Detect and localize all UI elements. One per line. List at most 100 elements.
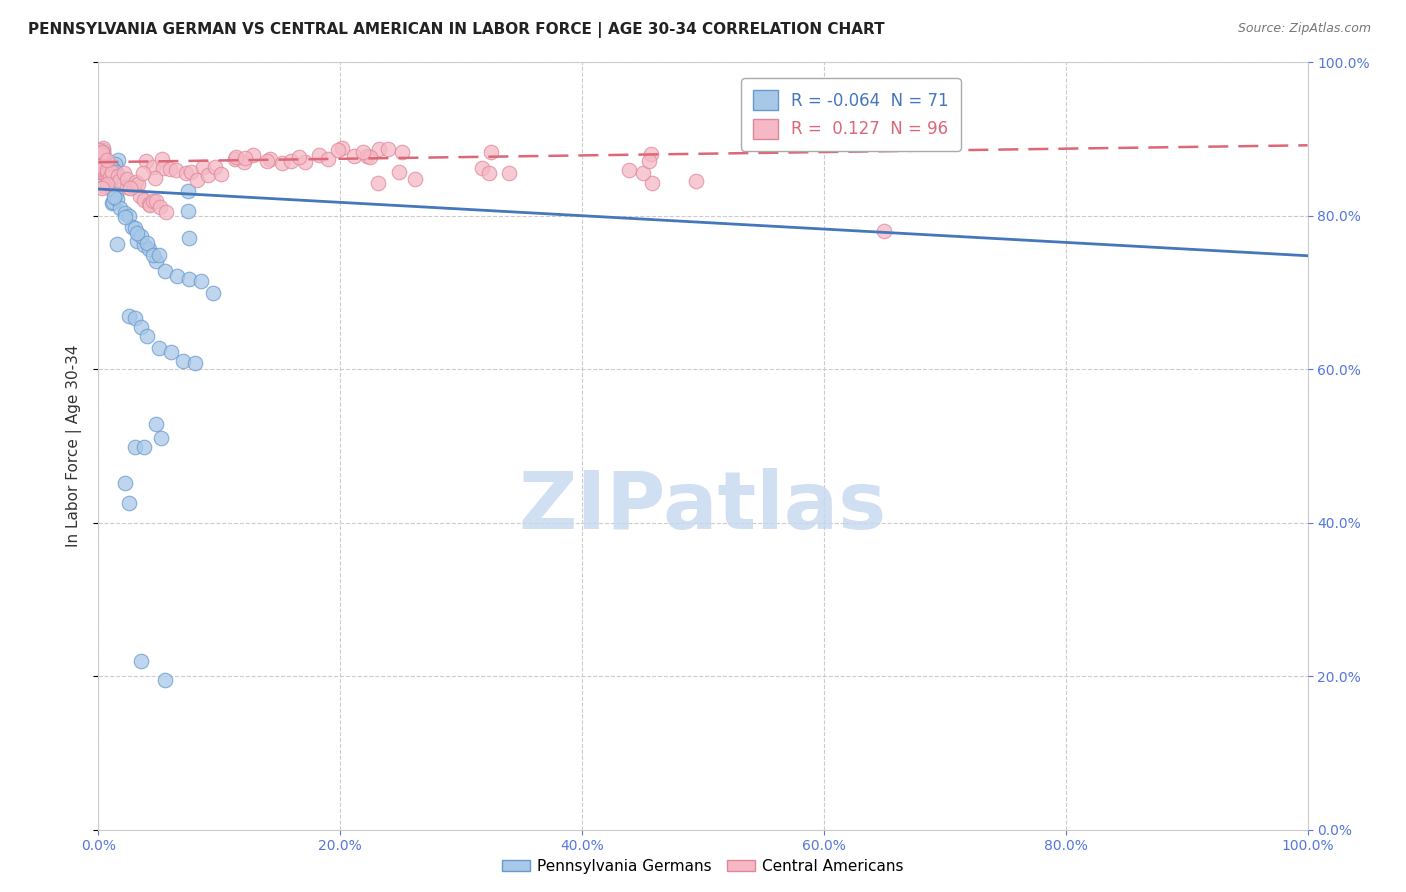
Point [129,320,152,334]
Point [404,172,426,186]
Point [98,169,121,184]
Point [93,162,115,177]
Point [179,231,201,245]
Point [93,159,115,173]
Point [145,417,167,431]
Point [105,237,128,252]
Point [148,248,170,262]
Point [93,161,115,176]
Point [330,141,353,155]
Point [368,142,391,156]
Point [197,168,219,182]
Point [103,189,125,203]
Point [96,166,118,180]
Point [353,145,375,159]
Point [90,165,112,179]
Point [101,169,124,183]
Legend: R = -0.064  N = 71, R =  0.127  N = 96: R = -0.064 N = 71, R = 0.127 N = 96 [741,78,960,151]
Point [90,148,112,162]
Point [124,179,146,194]
Point [149,200,172,214]
Point [101,183,124,197]
Point [90,145,112,160]
Point [135,235,157,250]
Point [143,171,166,186]
Point [193,160,215,174]
Point [107,169,129,184]
Point [94,153,117,167]
Point [129,228,152,243]
Point [101,194,124,209]
Point [294,155,316,169]
Point [120,180,142,194]
Point [153,673,176,687]
Point [89,154,111,169]
Point [89,161,111,175]
Point [93,166,115,180]
Point [356,149,378,163]
Point [89,155,111,169]
Point [117,171,139,186]
Point [93,146,115,161]
Point [87,159,110,173]
Point [180,165,202,179]
Point [135,153,157,168]
Point [131,166,153,180]
Point [160,345,183,359]
Point [124,440,146,454]
Point [134,238,156,252]
Point [176,204,198,219]
Point [638,154,661,169]
Point [127,227,149,241]
Point [138,242,160,256]
Point [96,153,118,167]
Point [93,178,115,193]
Text: PENNSYLVANIA GERMAN VS CENTRAL AMERICAN IN LABOR FORCE | AGE 30-34 CORRELATION C: PENNSYLVANIA GERMAN VS CENTRAL AMERICAN … [28,22,884,38]
Point [498,166,520,180]
Point [204,160,226,174]
Point [190,274,212,288]
Point [107,153,129,167]
Point [93,141,115,155]
Point [471,161,494,176]
Point [89,151,111,165]
Point [343,149,366,163]
Point [90,150,112,164]
Point [145,254,167,268]
Legend: Pennsylvania Germans, Central Americans: Pennsylvania Germans, Central Americans [496,853,910,880]
Point [224,152,246,166]
Point [165,162,187,177]
Point [209,167,232,181]
Point [94,166,117,180]
Point [288,149,311,163]
Y-axis label: In Labor Force | Age 30-34: In Labor Force | Age 30-34 [66,344,83,548]
Point [259,152,281,166]
Point [108,201,131,215]
Point [184,356,207,370]
Point [117,180,139,194]
Point [225,150,247,164]
Point [280,153,302,168]
Point [96,177,118,191]
Point [114,206,136,220]
Point [114,210,136,224]
Point [118,310,141,324]
Point [391,145,413,159]
Point [159,162,181,177]
Point [641,176,664,190]
Point [90,147,112,161]
Point [114,476,136,491]
Point [91,163,114,178]
Point [142,247,165,261]
Point [90,145,112,160]
Point [118,210,141,224]
Point [150,431,173,445]
Point [478,166,501,180]
Point [89,143,111,157]
Point [87,147,110,161]
Point [89,145,111,160]
Point [148,341,170,355]
Point [89,144,111,158]
Point [121,220,143,235]
Point [112,166,135,180]
